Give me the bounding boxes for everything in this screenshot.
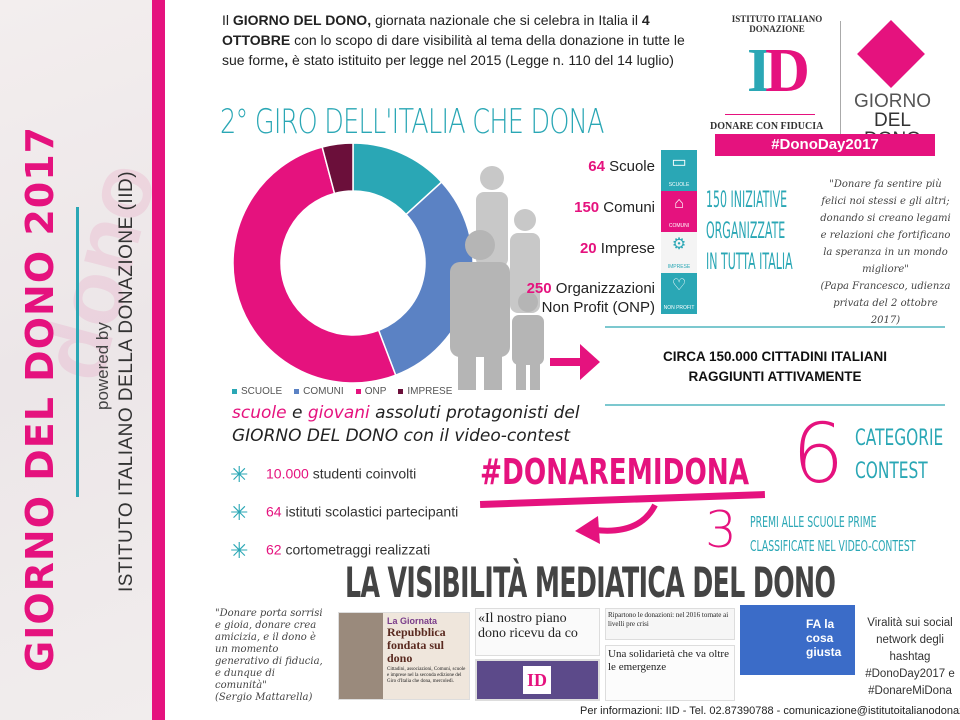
tv-screenshot: FA la cosa giusta <box>740 605 855 675</box>
count-comuni: 150 Comuni <box>574 199 655 216</box>
tile-caption: SCUOLE <box>668 182 690 188</box>
logo-arc-text: ISTITUTO ITALIANO DONAZIONE <box>731 14 823 34</box>
tv-screenshot: ID <box>475 659 600 701</box>
bullet-item: ✳ 64 istituti scolastici partecipanti <box>230 500 459 525</box>
donut-chart <box>232 142 474 384</box>
building-icon: ⌂ <box>674 195 684 212</box>
category-tile: ⚙ IMPRESE <box>661 232 697 273</box>
legend-item-scuole: SCUOLE <box>232 386 282 397</box>
prizes-count: 3 <box>705 501 737 559</box>
bullet-item: ✳ 10.000 studenti coinvolti <box>230 462 417 487</box>
section-heading: 2° GIRO DELL'ITALIA CHE DONA <box>220 102 604 142</box>
virality-note: Viralità sui social network degli hashta… <box>865 617 955 697</box>
organization-name: ISTITUTO ITALIANO DELLA DONAZIONE (IID) <box>116 170 137 592</box>
gears-icon: ⚙ <box>671 236 687 253</box>
sidebar-title: GIORNO DEL DONO 2017 <box>18 125 62 672</box>
asterisk-icon: ✳ <box>230 538 249 563</box>
people-icon <box>450 166 544 390</box>
logo-block: ISTITUTO ITALIANO DONAZIONE ID DONARE CO… <box>705 6 945 156</box>
count-onp: 250 Organizzazioni Non Profit (ONP) <box>526 280 655 316</box>
press-clipping: «Il nostro piano dono ricevu da co <box>475 608 600 656</box>
iid-logo-icon: ID <box>523 666 551 694</box>
divider-line <box>605 404 945 406</box>
category-icons: ▭ SCUOLE ⌂ COMUNI ⚙ IMPRESE ♡ NON PROFIT <box>661 150 697 314</box>
media-visibility-title: LA VISIBILITÀ MEDIATICA DEL DONO <box>345 558 836 607</box>
category-tile: ⌂ COMUNI <box>661 191 697 232</box>
arrow-right-icon <box>550 344 600 380</box>
count-imprese: 20 Imprese <box>579 240 655 257</box>
count-scuole: 64 Scuole <box>588 158 655 175</box>
book-icon: ▭ <box>671 154 687 171</box>
mattarella-quote: "Donare porta sorrisi e gioia, donare cr… <box>215 608 323 703</box>
dono-day-hashtag: #DonoDay2017 <box>715 134 935 156</box>
initiatives-text: 150 INIZIATIVE ORGANIZZATE IN TUTTA ITALIA <box>706 188 793 275</box>
chart-legend: SCUOLE COMUNI ONP IMPRESE <box>232 386 452 397</box>
pink-divider-bar <box>152 0 165 720</box>
categories-count: 6 <box>792 407 845 502</box>
asterisk-icon: ✳ <box>230 500 249 525</box>
citizens-reached: CIRCA 150.000 CITTADINI ITALIANI RAGGIUNT… <box>662 349 888 384</box>
legend-swatch <box>294 388 300 394</box>
press-clipping: Una solidarietà che va oltre le emergenz… <box>605 645 735 701</box>
tile-caption: COMUNI <box>668 223 690 229</box>
powered-by-label: powered by <box>93 322 112 410</box>
category-tile: ♡ NON PROFIT <box>661 273 697 314</box>
categories-label: CATEGORIE CONTEST <box>855 426 944 484</box>
pope-quote: "Donare fa sentire più felici noi stessi… <box>820 179 951 326</box>
divider-line <box>605 326 945 328</box>
donut-slice-onp <box>232 146 397 384</box>
schools-headline: scuole e giovani assoluti protagonisti d… <box>232 403 580 446</box>
heart-icon: ♡ <box>671 277 687 294</box>
sidebar-divider <box>76 207 79 497</box>
diamond-logo-icon <box>857 20 925 88</box>
prizes-label: PREMI ALLE SCUOLE PRIME CLASSIFICATE NEL … <box>750 513 916 555</box>
tile-caption: NON PROFIT <box>663 305 695 311</box>
category-tile: ▭ SCUOLE <box>661 150 697 191</box>
legend-item-imprese: IMPRESE <box>398 386 452 397</box>
asterisk-icon: ✳ <box>230 462 249 487</box>
bullet-item: ✳ 62 cortometraggi realizzati <box>230 538 431 563</box>
contest-hashtag: #DONAREMIDONA <box>480 452 750 493</box>
press-clipping: Ripartono le donazioni: nel 2016 tornate… <box>605 608 735 640</box>
donut-slice-imprese <box>321 142 354 195</box>
legend-swatch <box>355 388 361 394</box>
contact-footer: Per informazioni: IID - Tel. 02.87390788… <box>580 705 960 717</box>
press-clipping: La Giornata Repubblica fondata sul dono … <box>338 612 470 700</box>
legend-item-comuni: COMUNI <box>294 386 344 397</box>
legend-item-onp: ONP <box>355 386 386 397</box>
intro-paragraph: Il GIORNO DEL DONO, giornata nazionale c… <box>222 12 685 68</box>
logo-motto: DONARE CON FIDUCIA <box>710 121 824 132</box>
legend-swatch <box>232 388 237 394</box>
iid-monogram: ID <box>747 37 810 105</box>
tile-caption: IMPRESE <box>667 264 691 270</box>
curved-arrow-icon <box>575 503 658 544</box>
participants-list: 64 Scuole 150 Comuni 20 Imprese 250 Orga… <box>515 156 655 320</box>
legend-swatch <box>398 388 404 394</box>
